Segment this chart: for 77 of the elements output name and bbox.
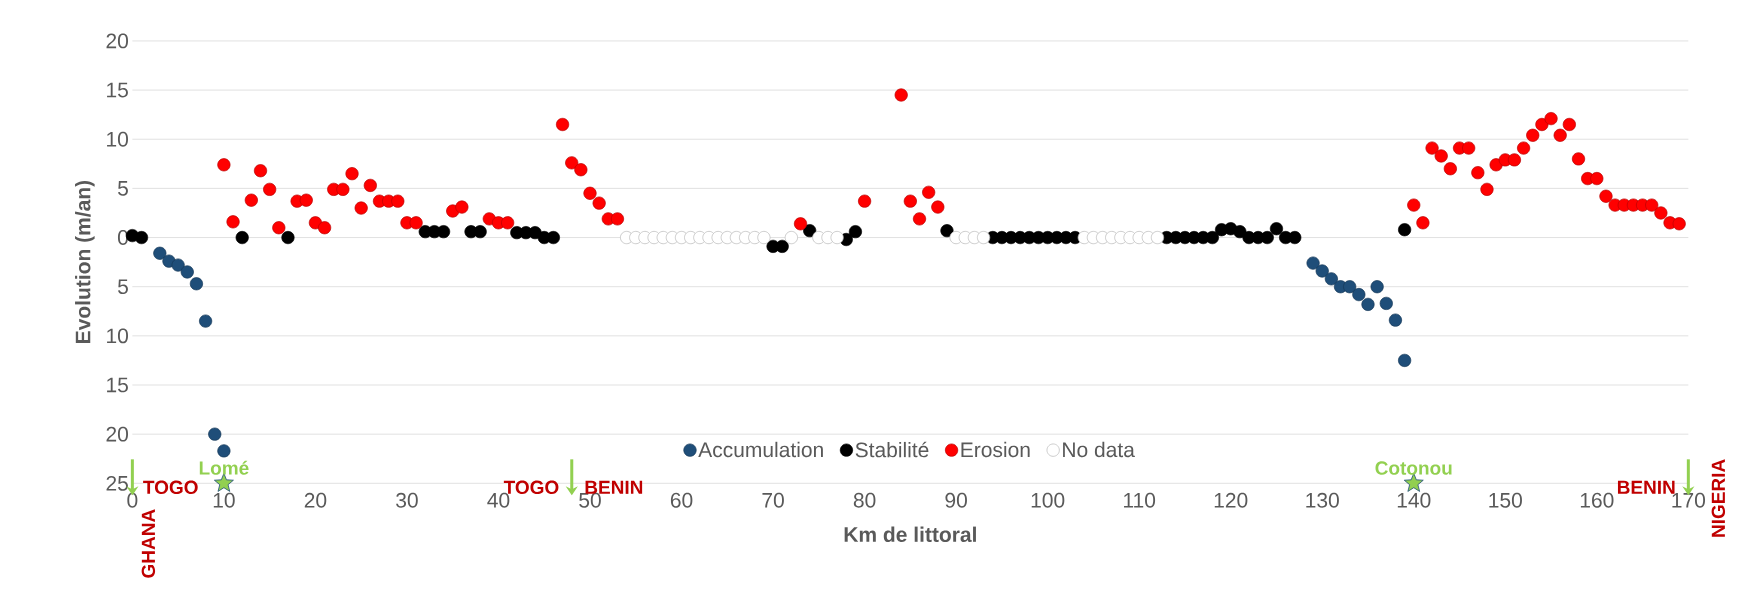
x-tick-label: 50 <box>579 492 601 508</box>
point <box>830 231 844 245</box>
annotation: BENIN <box>1617 480 1675 494</box>
legend-label: Stabilité <box>855 441 929 458</box>
point <box>1233 225 1247 239</box>
point <box>1379 296 1393 310</box>
point <box>1398 223 1412 237</box>
point <box>940 224 954 238</box>
x-tick-label: 140 <box>1397 492 1431 508</box>
x-tick-label: 110 <box>1124 492 1156 508</box>
point <box>199 314 213 328</box>
point <box>153 246 167 260</box>
y-tick-label: 20 <box>106 426 129 442</box>
point <box>1260 231 1274 245</box>
y-tick-label: 10 <box>107 131 129 147</box>
point <box>235 231 249 245</box>
point <box>281 231 295 245</box>
point <box>1306 256 1320 270</box>
point <box>180 265 194 279</box>
point <box>528 226 542 240</box>
point <box>1352 288 1366 302</box>
annotation: BENIN <box>585 480 643 494</box>
x-tick-label: 90 <box>945 492 967 508</box>
y-tick-label: 15 <box>107 82 128 98</box>
y-tick-label: 5 <box>118 279 128 295</box>
point <box>775 239 789 253</box>
x-tick-label: 10 <box>213 492 235 508</box>
y-tick-label: 20 <box>106 33 129 49</box>
point <box>1388 313 1402 327</box>
point <box>1361 297 1375 311</box>
point <box>473 225 487 239</box>
text: GHANA <box>141 509 156 578</box>
x-tick-label: 20 <box>304 492 327 508</box>
point <box>1150 231 1165 245</box>
x-tick-label: 130 <box>1306 492 1339 508</box>
point <box>1269 222 1284 236</box>
point <box>1205 231 1219 245</box>
annotation: TOGO <box>143 480 198 495</box>
x-tick-label: 40 <box>487 492 510 508</box>
x-tick-label: 170 <box>1672 492 1706 508</box>
point <box>1324 272 1338 286</box>
annotation: Lomé <box>199 460 249 475</box>
point <box>1288 231 1302 245</box>
x-tick-label: 70 <box>762 492 784 508</box>
point <box>977 231 991 245</box>
point <box>1370 280 1384 294</box>
point <box>1398 353 1412 367</box>
x-tick-label: 120 <box>1214 492 1248 508</box>
x-tick-label: 160 <box>1580 492 1614 508</box>
legend-label: Accumulation <box>698 441 823 458</box>
x-tick-label: 30 <box>396 492 418 508</box>
point <box>437 225 451 239</box>
point <box>848 225 862 239</box>
x-tick-label: 60 <box>670 492 693 508</box>
point <box>1315 264 1329 278</box>
point <box>171 258 185 272</box>
y-tick-label: 25 <box>106 475 128 491</box>
point <box>189 277 203 291</box>
point <box>546 231 560 245</box>
x-axis-title: Km de littoral <box>844 526 976 543</box>
point <box>217 444 231 458</box>
legend-label: Erosion <box>961 441 1030 458</box>
y-axis-title: Evolution (m/an) <box>75 180 95 343</box>
point <box>1343 280 1357 294</box>
legend-label: No data <box>1063 441 1135 458</box>
text: NIGERIA <box>1711 459 1726 537</box>
x-tick-label: 150 <box>1489 492 1522 508</box>
point <box>134 231 149 245</box>
point <box>208 427 222 441</box>
x-tick-label: 80 <box>853 492 876 508</box>
point <box>757 231 771 245</box>
y-tick-label: 10 <box>107 328 129 344</box>
point <box>784 231 798 245</box>
y-tick-label: 5 <box>118 181 128 196</box>
annotation: Cotonou <box>1375 461 1452 475</box>
x-tick-label: 100 <box>1031 492 1065 508</box>
y-tick-label: 15 <box>107 377 128 393</box>
